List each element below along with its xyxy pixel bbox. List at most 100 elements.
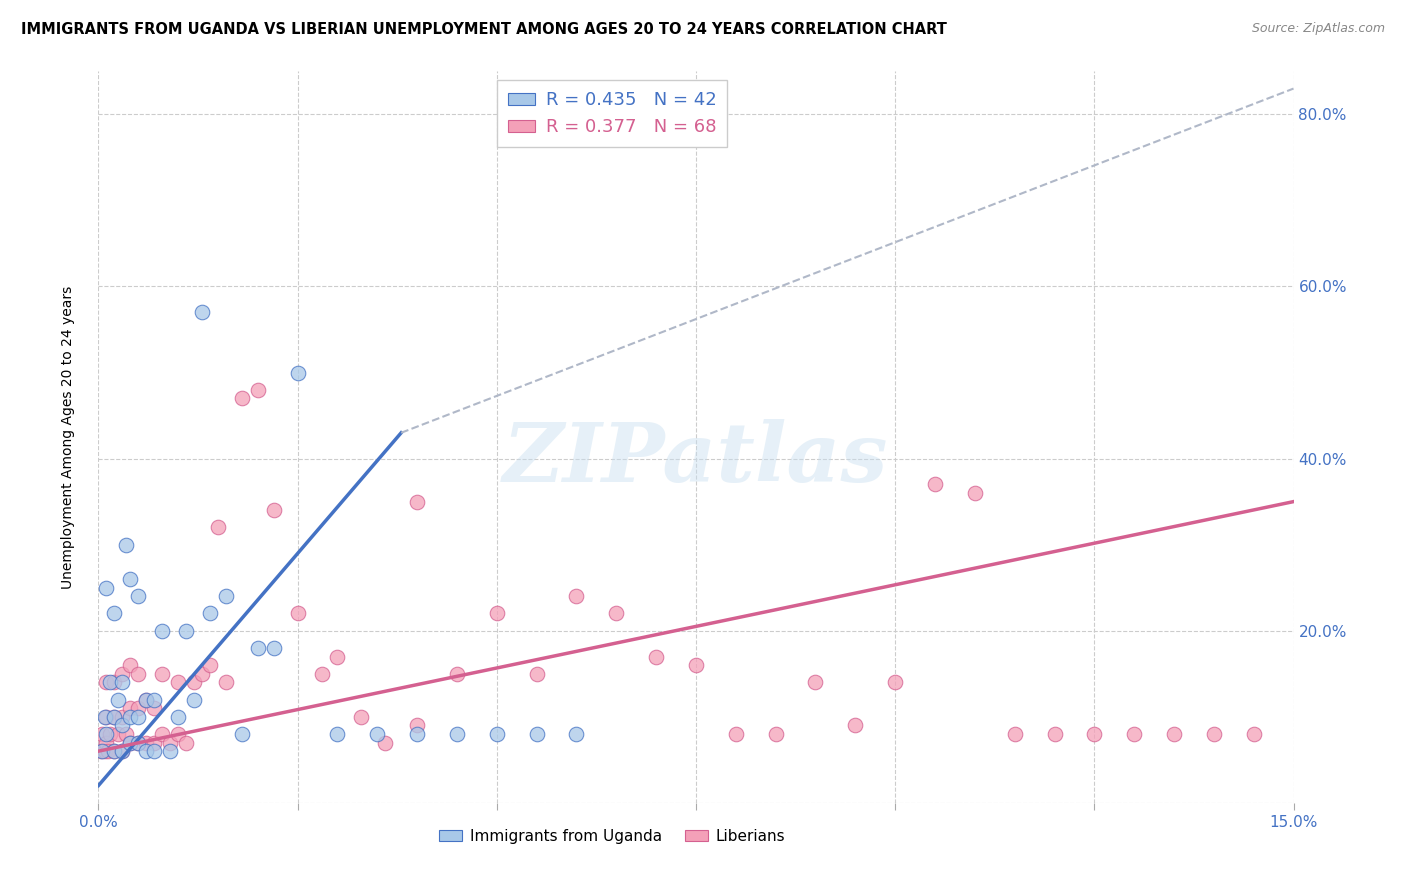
Point [120,572,142,586]
Point [96,727,118,741]
Point [1163,727,1185,741]
Point [645,649,668,664]
Point [804,675,827,690]
Point [97,744,120,758]
Point [150,624,173,638]
Point [406,718,429,732]
Point [1004,727,1026,741]
Point [150,666,173,681]
Point [115,727,138,741]
Point [374,735,396,749]
Point [191,305,214,319]
Point [605,607,627,621]
Point [287,366,309,380]
Point [135,735,157,749]
Point [143,701,166,715]
Point [111,675,134,690]
Point [246,383,269,397]
Point [526,727,548,741]
Point [406,494,429,508]
Point [485,607,508,621]
Point [685,658,707,673]
Point [231,392,253,406]
Point [111,744,134,758]
Point [246,640,269,655]
Point [96,675,118,690]
Point [103,744,125,758]
Point [120,710,142,724]
Point [1123,727,1146,741]
Point [143,744,166,758]
Y-axis label: Unemployment Among Ages 20 to 24 years: Unemployment Among Ages 20 to 24 years [60,285,75,589]
Point [287,607,309,621]
Point [115,538,138,552]
Point [198,658,221,673]
Point [143,692,166,706]
Point [231,727,253,741]
Point [127,666,149,681]
Point [96,581,118,595]
Point [406,727,429,741]
Text: Source: ZipAtlas.com: Source: ZipAtlas.com [1251,22,1385,36]
Point [111,744,134,758]
Point [111,710,134,724]
Point [111,718,134,732]
Point [107,727,129,741]
Point [207,520,229,534]
Point [96,710,118,724]
Point [91,744,114,758]
Point [150,727,173,741]
Point [1043,727,1066,741]
Point [98,727,122,741]
Point [103,607,125,621]
Point [311,666,333,681]
Point [159,735,181,749]
Point [94,744,117,758]
Point [565,589,588,603]
Point [127,710,149,724]
Point [174,624,197,638]
Point [143,735,166,749]
Point [94,710,117,724]
Point [167,710,190,724]
Point [107,692,129,706]
Point [215,675,238,690]
Point [120,701,142,715]
Point [765,727,787,741]
Point [135,692,157,706]
Point [98,675,122,690]
Point [844,718,866,732]
Point [446,727,468,741]
Point [120,658,142,673]
Point [103,744,125,758]
Point [924,477,946,491]
Point [565,727,588,741]
Point [884,675,907,690]
Point [263,503,285,517]
Point [159,744,181,758]
Point [96,735,118,749]
Text: IMMIGRANTS FROM UGANDA VS LIBERIAN UNEMPLOYMENT AMONG AGES 20 TO 24 YEARS CORREL: IMMIGRANTS FROM UGANDA VS LIBERIAN UNEMP… [21,22,948,37]
Point [135,692,157,706]
Point [215,589,238,603]
Point [526,666,548,681]
Point [350,710,373,724]
Point [127,735,149,749]
Point [103,710,125,724]
Point [127,589,149,603]
Point [90,744,112,758]
Point [963,486,986,500]
Point [263,640,285,655]
Point [120,735,142,749]
Point [127,735,149,749]
Point [103,710,125,724]
Point [167,675,190,690]
Point [366,727,388,741]
Legend: Immigrants from Uganda, Liberians: Immigrants from Uganda, Liberians [433,822,792,850]
Point [183,675,205,690]
Point [724,727,747,741]
Point [174,735,197,749]
Point [1243,727,1265,741]
Point [91,727,114,741]
Point [1202,727,1225,741]
